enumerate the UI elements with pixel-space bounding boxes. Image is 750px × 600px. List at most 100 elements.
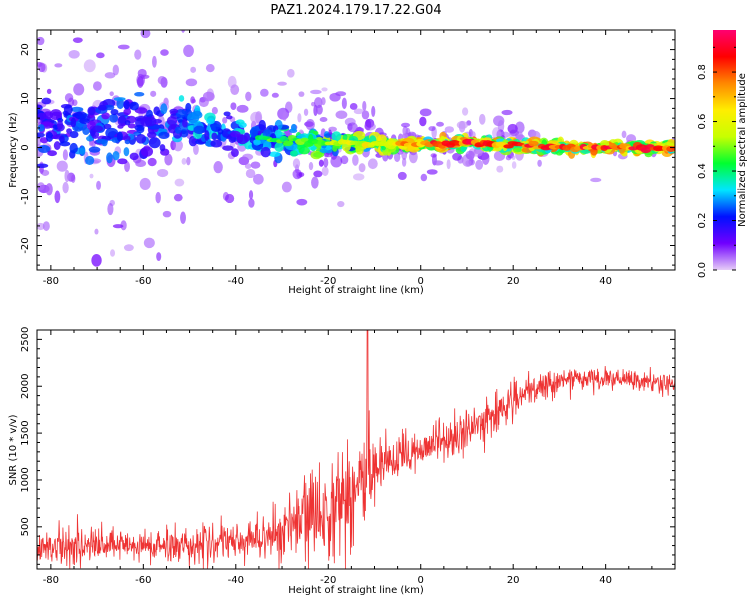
heatmap-cell: [146, 131, 157, 139]
heatmap-cell: [501, 131, 510, 138]
heatmap-cell: [37, 132, 45, 138]
heatmap-cell: [97, 104, 107, 111]
heatmap-cell: [37, 112, 47, 121]
heatmap-cell: [202, 91, 215, 102]
heatmap-cell: [528, 140, 539, 147]
heatmap-cell: [481, 152, 490, 165]
heatmap-cell: [401, 122, 410, 128]
heatmap-cell: [186, 156, 191, 166]
heatmap-cell: [115, 22, 122, 29]
heatmap-cell: [419, 116, 427, 127]
heatmap-cell: [324, 133, 332, 138]
heatmap-cell: [158, 17, 163, 26]
heatmap-cell: [511, 155, 516, 160]
heatmap-cell: [56, 119, 64, 130]
heatmap-cell: [109, 91, 114, 97]
heatmap-cell: [54, 63, 63, 68]
heatmap-cell: [249, 127, 258, 138]
heatmap-cell: [281, 181, 292, 193]
heatmap-cell: [159, 144, 166, 152]
heatmap-cell: [69, 142, 78, 154]
y-tick-label: 2500: [20, 327, 31, 352]
heatmap-cell: [166, 14, 171, 26]
heatmap-cell: [282, 111, 287, 122]
heatmap-cell: [146, 109, 153, 119]
heatmap-cell: [79, 118, 90, 124]
heatmap-cell: [493, 115, 505, 127]
heatmap-cell: [46, 14, 50, 19]
heatmap-cell: [101, 112, 110, 120]
heatmap-cell: [180, 211, 186, 224]
heatmap-cell: [127, 123, 136, 129]
heatmap-cell: [349, 103, 358, 110]
colorbar-gradient: [713, 30, 736, 270]
heatmap-cell: [253, 272, 258, 276]
heatmap-cell: [537, 159, 542, 167]
heatmap-cell: [511, 161, 517, 169]
heatmap-cell: [73, 83, 85, 96]
heatmap-cell: [501, 109, 513, 116]
heatmap-cell: [274, 142, 284, 152]
heatmap-cell: [287, 68, 295, 78]
heatmap-cell: [462, 107, 469, 116]
heatmap-cell: [313, 152, 325, 158]
heatmap-cell: [83, 59, 96, 73]
heatmap-cell: [353, 108, 364, 115]
heatmap-cell: [193, 125, 206, 135]
heatmap-cell: [166, 116, 178, 126]
y-tick-label: 0: [20, 144, 31, 150]
heatmap-cell: [401, 157, 407, 167]
heatmap-cell: [335, 91, 347, 97]
heatmap-cell: [590, 177, 602, 183]
heatmap-cell: [452, 152, 462, 161]
heatmap-cell: [206, 118, 215, 125]
heatmap-cell: [298, 172, 305, 177]
heatmap-cell: [213, 161, 223, 174]
x-tick-label: -20: [320, 575, 336, 586]
heatmap-cell: [135, 134, 147, 144]
y-tick-label: -20: [20, 237, 31, 253]
heatmap-cell: [89, 173, 94, 179]
heatmap-cell: [38, 145, 51, 154]
colorbar: 0.0 0.2 0.4 0.6 0.8 Normalized spectral ampl…: [697, 30, 748, 278]
heatmap-cell: [224, 193, 235, 204]
heatmap-cell: [117, 158, 128, 165]
heatmap-cell: [419, 108, 432, 117]
spectrogram-frame: [36, 29, 676, 271]
heatmap-cell: [107, 203, 114, 216]
heatmap-cell: [150, 90, 157, 97]
heatmap-cell: [96, 138, 108, 144]
heatmap-cell: [242, 153, 254, 161]
x-tick-label: 0: [418, 575, 424, 586]
x-tick-label: 40: [599, 575, 612, 586]
heatmap-cell: [188, 135, 198, 147]
heatmap-cell: [124, 139, 131, 145]
heatmap-cell: [174, 126, 182, 134]
heatmap-cell: [271, 92, 279, 98]
x-tick-label: -40: [228, 575, 244, 586]
heatmap-cell: [323, 157, 329, 168]
heatmap-cell: [260, 146, 271, 158]
x-tick-label: -80: [43, 276, 59, 287]
heatmap-cell: [428, 126, 436, 132]
heatmap-cell: [123, 244, 134, 252]
heatmap-cell: [236, 104, 249, 113]
heatmap-cell: [310, 89, 322, 95]
heatmap-cell: [59, 141, 71, 147]
heatmap-cell: [110, 108, 119, 116]
heatmap-cell: [467, 151, 475, 161]
heatmap-cell: [205, 64, 215, 73]
heatmap-cell: [436, 121, 444, 127]
heatmap-cell: [340, 155, 349, 165]
heatmap-cell: [289, 150, 298, 157]
heatmap-cell: [135, 159, 147, 167]
heatmap-cell: [303, 108, 309, 116]
heatmap-cell: [353, 173, 365, 181]
heatmap-cell: [178, 95, 185, 102]
heatmap-cell: [432, 160, 444, 166]
heatmap-cell: [124, 161, 130, 173]
heatmap-cell: [236, 134, 248, 145]
heatmap-cell: [230, 102, 237, 110]
spectrogram-xlabel: Height of straight line (km): [288, 285, 424, 296]
heatmap-cell: [292, 169, 302, 180]
